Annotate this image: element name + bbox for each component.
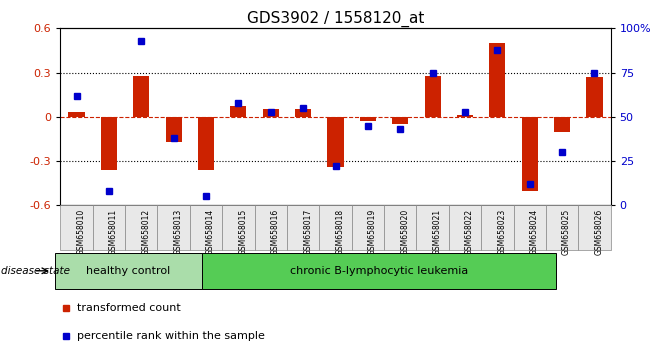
Text: GSM658019: GSM658019 bbox=[368, 209, 377, 255]
Text: GSM658017: GSM658017 bbox=[303, 209, 312, 255]
FancyBboxPatch shape bbox=[384, 205, 417, 250]
Bar bbox=[55, 253, 202, 289]
Title: GDS3902 / 1558120_at: GDS3902 / 1558120_at bbox=[247, 11, 424, 27]
Bar bbox=[262, 109, 279, 117]
Text: GSM658018: GSM658018 bbox=[336, 209, 344, 255]
Bar bbox=[586, 77, 603, 117]
Bar bbox=[327, 117, 344, 167]
Text: GSM658025: GSM658025 bbox=[562, 209, 571, 255]
Bar bbox=[521, 117, 537, 190]
FancyBboxPatch shape bbox=[352, 205, 384, 250]
Bar bbox=[295, 109, 311, 117]
Text: GSM658015: GSM658015 bbox=[238, 209, 248, 255]
Text: GSM658022: GSM658022 bbox=[465, 209, 474, 255]
FancyBboxPatch shape bbox=[546, 205, 578, 250]
FancyBboxPatch shape bbox=[319, 205, 352, 250]
Text: chronic B-lymphocytic leukemia: chronic B-lymphocytic leukemia bbox=[290, 266, 468, 276]
Text: GSM658026: GSM658026 bbox=[595, 209, 603, 255]
Text: GSM658011: GSM658011 bbox=[109, 209, 118, 255]
Bar bbox=[202, 253, 556, 289]
Text: GSM658021: GSM658021 bbox=[433, 209, 442, 255]
Bar bbox=[489, 43, 505, 117]
FancyBboxPatch shape bbox=[190, 205, 222, 250]
FancyBboxPatch shape bbox=[417, 205, 449, 250]
Bar bbox=[392, 117, 409, 124]
Text: GSM658016: GSM658016 bbox=[271, 209, 280, 255]
Bar bbox=[457, 115, 473, 117]
Text: GSM658012: GSM658012 bbox=[142, 209, 150, 255]
Bar bbox=[230, 107, 246, 117]
FancyBboxPatch shape bbox=[125, 205, 158, 250]
FancyBboxPatch shape bbox=[60, 205, 93, 250]
Text: GSM658024: GSM658024 bbox=[529, 209, 539, 255]
Text: GSM658010: GSM658010 bbox=[76, 209, 86, 255]
Bar bbox=[166, 117, 182, 142]
Text: disease state: disease state bbox=[1, 266, 70, 276]
Text: GSM658023: GSM658023 bbox=[497, 209, 507, 255]
FancyBboxPatch shape bbox=[513, 205, 546, 250]
FancyBboxPatch shape bbox=[222, 205, 254, 250]
Bar bbox=[360, 117, 376, 121]
FancyBboxPatch shape bbox=[578, 205, 611, 250]
Text: GSM658013: GSM658013 bbox=[174, 209, 183, 255]
Text: transformed count: transformed count bbox=[77, 303, 180, 313]
FancyBboxPatch shape bbox=[93, 205, 125, 250]
FancyBboxPatch shape bbox=[481, 205, 513, 250]
Bar bbox=[101, 117, 117, 170]
FancyBboxPatch shape bbox=[449, 205, 481, 250]
FancyBboxPatch shape bbox=[254, 205, 287, 250]
Text: percentile rank within the sample: percentile rank within the sample bbox=[77, 331, 265, 341]
Bar bbox=[134, 75, 150, 117]
Bar bbox=[425, 75, 441, 117]
FancyBboxPatch shape bbox=[158, 205, 190, 250]
FancyBboxPatch shape bbox=[287, 205, 319, 250]
Bar bbox=[554, 117, 570, 132]
Text: GSM658014: GSM658014 bbox=[206, 209, 215, 255]
Bar bbox=[68, 113, 85, 117]
Bar bbox=[198, 117, 214, 170]
Text: healthy control: healthy control bbox=[87, 266, 170, 276]
Text: GSM658020: GSM658020 bbox=[400, 209, 409, 255]
